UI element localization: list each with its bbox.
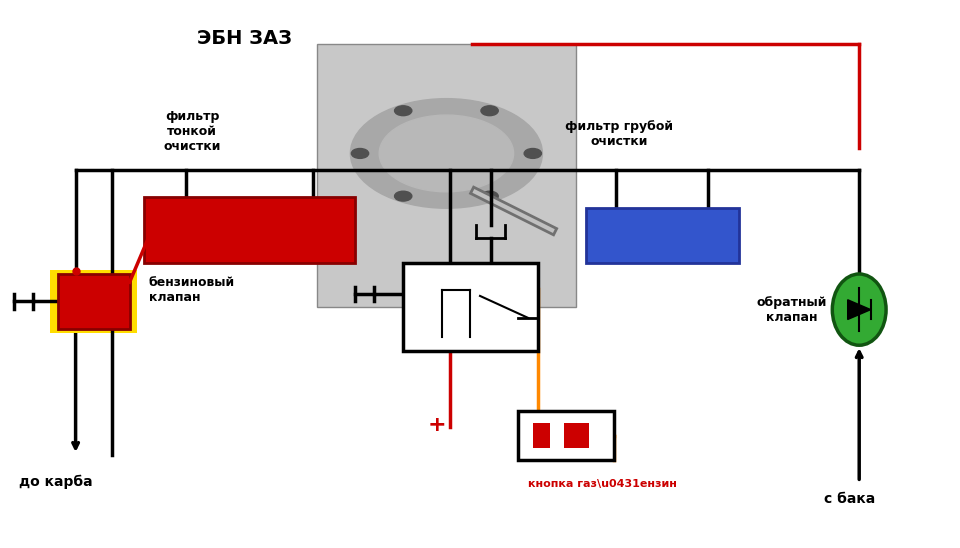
Bar xyxy=(317,44,576,307)
Bar xyxy=(58,274,130,329)
Bar xyxy=(533,423,550,448)
Circle shape xyxy=(395,106,412,116)
Bar xyxy=(50,270,137,333)
Text: с бака: с бака xyxy=(824,492,876,506)
Circle shape xyxy=(395,191,412,201)
Text: ЭБН ЗАЗ: ЭБН ЗАЗ xyxy=(198,29,292,48)
Circle shape xyxy=(481,191,498,201)
Bar xyxy=(586,208,739,263)
Text: кнопка газ\u0431ензин: кнопка газ\u0431ензин xyxy=(528,480,677,489)
Bar xyxy=(403,263,538,351)
Circle shape xyxy=(379,115,514,192)
Polygon shape xyxy=(848,300,871,319)
Text: до карба: до карба xyxy=(19,475,93,489)
Bar xyxy=(144,197,355,263)
Bar xyxy=(518,411,614,460)
Circle shape xyxy=(524,149,541,158)
Circle shape xyxy=(351,149,369,158)
Text: фильтр грубой
очистки: фильтр грубой очистки xyxy=(565,120,673,148)
Text: обратный
клапан: обратный клапан xyxy=(756,295,828,324)
Circle shape xyxy=(481,106,498,116)
Ellipse shape xyxy=(832,274,886,345)
Text: бензиновый
клапан: бензиновый клапан xyxy=(149,276,235,305)
Text: фильтр
тонкой
очистки: фильтр тонкой очистки xyxy=(163,111,221,153)
Bar xyxy=(564,423,588,448)
Circle shape xyxy=(350,99,542,208)
Text: +: + xyxy=(427,415,446,435)
